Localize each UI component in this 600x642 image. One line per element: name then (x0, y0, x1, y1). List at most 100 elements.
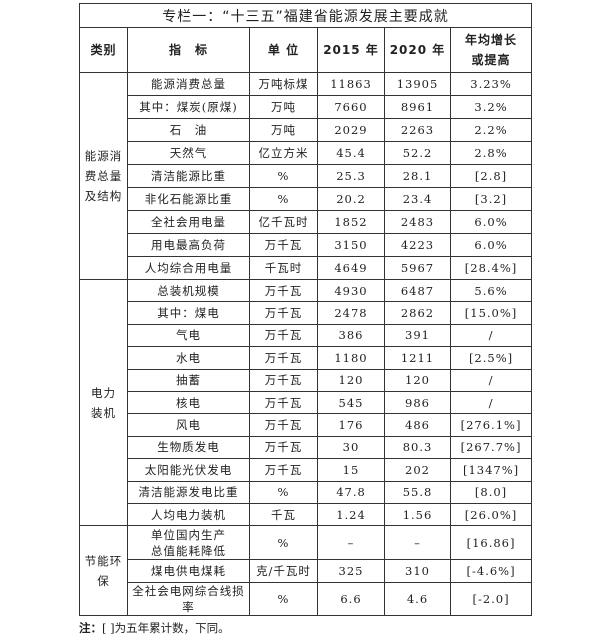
table-cell: 万千瓦 (249, 301, 318, 325)
table-cell: 176 (317, 413, 385, 437)
table-cell: 其中：煤电 (127, 301, 250, 325)
table-cell: 4.6 (384, 581, 451, 616)
note-label: 注： (79, 621, 102, 635)
table-cell: 15 (317, 458, 385, 482)
table-cell: 6.6 (317, 581, 385, 616)
table-cell: 120 (384, 368, 451, 392)
table-cell: 万吨标煤 (249, 72, 318, 96)
table-cell: 万千瓦 (249, 435, 318, 460)
table-cell: % (249, 525, 318, 561)
table-cell: 能源消费总量 (127, 72, 250, 96)
table-cell: 生物质发电 (127, 435, 250, 460)
table-cell: 人均电力装机 (127, 502, 250, 527)
table-cell: [-4.6%] (449, 559, 533, 583)
table-cell: 5.6% (449, 278, 533, 303)
table-row: 非化石能源比重% 20.2 23.4 [3.2] (80, 187, 533, 211)
table-cell: 386 (317, 323, 385, 348)
table-cell: % (249, 187, 318, 211)
table-cell: 2.8% (449, 141, 533, 165)
table-cell: [-2.0] (449, 581, 533, 616)
table-cell: 325 (317, 559, 385, 583)
table-cell: 2478 (317, 301, 385, 325)
table-cell: 非化石能源比重 (127, 187, 250, 211)
table-cell: / (449, 323, 533, 348)
table-cell: 2483 (384, 210, 451, 234)
table-cell: 清洁能源发电比重 (127, 480, 250, 504)
table-cell: 2.2% (449, 118, 533, 142)
column-header: 单 位 (249, 27, 318, 73)
table-cell: [1347%] (449, 458, 533, 482)
table-cell: 3.2% (449, 95, 533, 119)
table-cell: 万千瓦 (249, 390, 318, 415)
table-row: 能源消费总量及结构 能源消费总量 万吨标煤 11863 13905 3.23% (79, 72, 533, 280)
table-row: 清洁能源比重% 25.3 28.1 [2.8] (80, 164, 533, 188)
table-cell: 万千瓦 (249, 413, 318, 437)
table-cell: 人均综合用电量 (127, 256, 250, 280)
table-cell: 亿立方米 (249, 141, 318, 165)
table-cell: 80.3 (384, 435, 451, 460)
table-row: 煤电供电煤耗 克/千瓦时 325 310 [-4.6%] (80, 559, 533, 583)
column-header: 指 标 (127, 27, 250, 73)
table-row: 全社会用电量 亿千瓦时 1852 2483 6.0% (80, 210, 533, 234)
note-text: [ ]为五年累计数，下同。 (102, 621, 230, 635)
table-cell: 天然气 (127, 141, 250, 165)
table-title: 专栏一：“十三五”福建省能源发展主要成就 (78, 3, 533, 28)
table-cell: 万吨 (249, 95, 318, 119)
table-cell: 全社会电网综合线损率 (127, 581, 250, 616)
table-cell: 万吨 (249, 118, 318, 142)
table-cell: 石 油 (127, 118, 250, 142)
table-cell: 单位国内生产总值能耗降低 (127, 525, 250, 561)
table-cell: 千瓦时 (249, 256, 318, 280)
category-cell: 电力装机 (79, 278, 128, 527)
table-cell: 万千瓦 (249, 278, 318, 303)
table-row: 人均综合用电量 千瓦时 4649 5967 [28.4%] (80, 256, 533, 280)
table-cell: % (249, 480, 318, 504)
table-cell: 水电 (127, 346, 250, 370)
table-cell: 4649 (317, 256, 385, 280)
table-cell: 545 (317, 390, 385, 415)
table-cell: [26.0%] (449, 502, 533, 527)
table-cell: / (449, 368, 533, 392)
table-cell: 28.1 (384, 164, 451, 188)
table-row: 风电 万千瓦 176 486 [276.1%] (80, 413, 533, 437)
table-cell: 55.8 (384, 480, 451, 504)
table-row: 气电 万千瓦 386 391/ (80, 323, 533, 348)
table-cell: [16.86] (449, 525, 533, 561)
table-cell: 23.4 (384, 187, 451, 211)
table-row: 用电最高负荷 万千瓦 3150 4223 6.0% (80, 233, 533, 257)
table-cell: 用电最高负荷 (127, 233, 250, 257)
table-cell: [267.7%] (449, 435, 533, 460)
table-cell: 11863 (317, 72, 385, 96)
table-cell: 总装机规模 (127, 278, 250, 303)
table-cell: 120 (317, 368, 385, 392)
table-cell: 6.0% (449, 210, 533, 234)
table-cell: 核电 (127, 390, 250, 415)
table-cell: 25.3 (317, 164, 385, 188)
table-cell: – (384, 525, 451, 561)
table-cell: 3.23% (449, 72, 533, 96)
table-cell: 2862 (384, 301, 451, 325)
table-cell: 1.24 (317, 502, 385, 527)
table-cell: 30 (317, 435, 385, 460)
category-cell: 能源消费总量及结构 (79, 72, 128, 280)
table-cell: 1180 (317, 346, 385, 370)
table-row: 电力装机 总装机规模 万千瓦 4930 6487 5.6% (79, 278, 533, 527)
table-row: 石 油万吨 2029 2263 2.2% (80, 118, 533, 142)
table-row: 水电 万千瓦 1180 1211 [2.5%] (80, 346, 533, 370)
table-row: 其中：煤炭(原煤) 万吨 7660 8961 3.2% (80, 95, 533, 119)
table-row: 抽蓄 万千瓦 120 120/ (80, 368, 533, 392)
table-cell: [2.5%] (449, 346, 533, 370)
table-cell: 8961 (384, 95, 451, 119)
table-row: 节能环保 单位国内生产总值能耗降低% – – [16.86] (79, 525, 533, 616)
table-cell: 20.2 (317, 187, 385, 211)
table-cell: 亿千瓦时 (249, 210, 318, 234)
table-cell: 2029 (317, 118, 385, 142)
table-cell: 1211 (384, 346, 451, 370)
table-cell: [2.8] (449, 164, 533, 188)
table-cell: 13905 (384, 72, 451, 96)
category-cell: 节能环保 (79, 525, 128, 616)
table-cell: 4223 (384, 233, 451, 257)
achievements-table: 专栏一：“十三五”福建省能源发展主要成就 类别指 标单 位 2015 年 2020 … (78, 3, 533, 616)
table-cell: 391 (384, 323, 451, 348)
table-cell: 万千瓦 (249, 323, 318, 348)
